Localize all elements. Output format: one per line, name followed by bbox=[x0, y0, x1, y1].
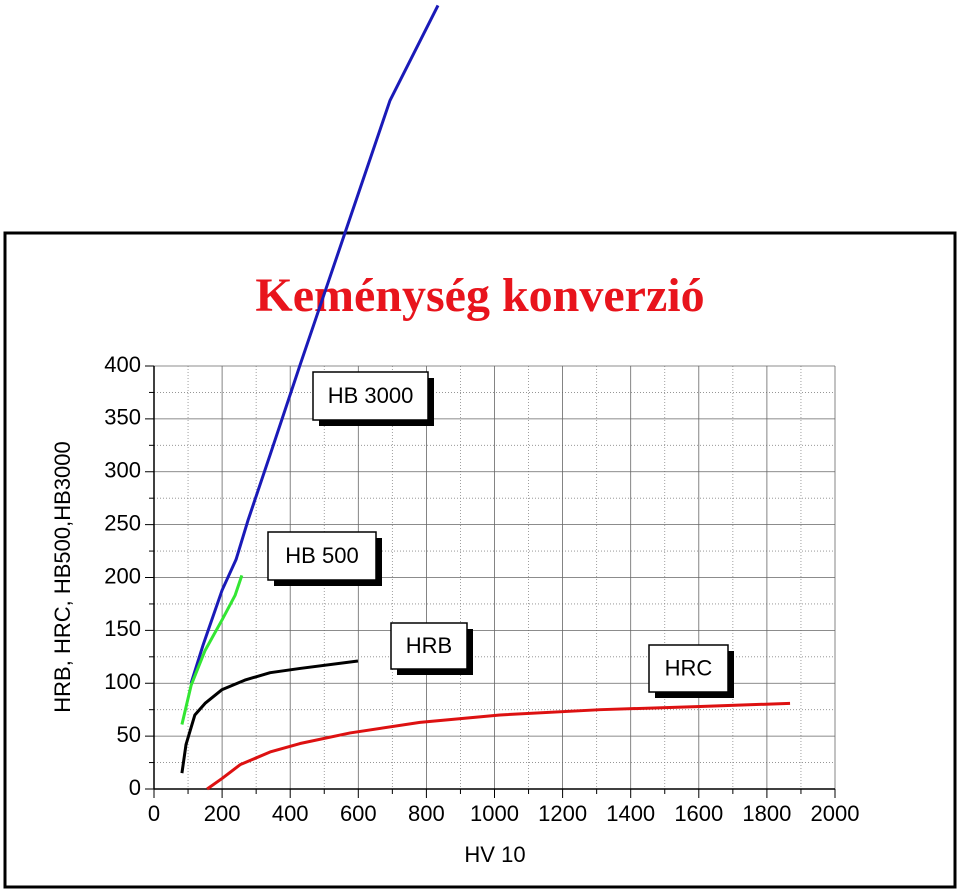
label-box bbox=[312, 371, 429, 421]
y-tick-label: 100 bbox=[104, 669, 141, 694]
y-axis-label: HRB, HRC, HB500,HB3000 bbox=[50, 441, 75, 712]
series-label: HRC bbox=[665, 655, 713, 680]
y-tick-label: 50 bbox=[117, 722, 141, 747]
y-tick-label: 0 bbox=[129, 775, 141, 800]
label-box bbox=[648, 644, 729, 693]
y-tick-label: 150 bbox=[104, 616, 141, 641]
x-axis-label: HV 10 bbox=[464, 842, 525, 867]
label-box bbox=[390, 622, 468, 670]
frame bbox=[3, 231, 957, 889]
x-tick-label: 400 bbox=[272, 801, 309, 826]
line-series bbox=[206, 701, 791, 791]
series-label: HB 3000 bbox=[328, 383, 414, 408]
x-tick-label: 1600 bbox=[674, 801, 723, 826]
x-tick-label: 2000 bbox=[811, 801, 860, 826]
x-tick-label: 1200 bbox=[538, 801, 587, 826]
y-tick-label: 250 bbox=[104, 510, 141, 535]
line-series bbox=[180, 659, 359, 774]
x-tick-label: 600 bbox=[340, 801, 377, 826]
line-series bbox=[189, 4, 440, 684]
label-box bbox=[267, 531, 377, 581]
x-tick-label: 1000 bbox=[470, 801, 519, 826]
series-label: HRB bbox=[406, 633, 452, 658]
x-tick-label: 200 bbox=[204, 801, 241, 826]
x-tick-label: 800 bbox=[408, 801, 445, 826]
x-tick-label: 1800 bbox=[742, 801, 791, 826]
y-tick-label: 200 bbox=[104, 563, 141, 588]
series-label: HB 500 bbox=[285, 543, 358, 568]
x-tick-label: 0 bbox=[148, 801, 160, 826]
y-tick-label: 400 bbox=[104, 352, 141, 377]
y-tick-label: 300 bbox=[104, 458, 141, 483]
line-series bbox=[180, 574, 244, 725]
y-tick-label: 350 bbox=[104, 405, 141, 430]
x-tick-label: 1400 bbox=[606, 801, 655, 826]
